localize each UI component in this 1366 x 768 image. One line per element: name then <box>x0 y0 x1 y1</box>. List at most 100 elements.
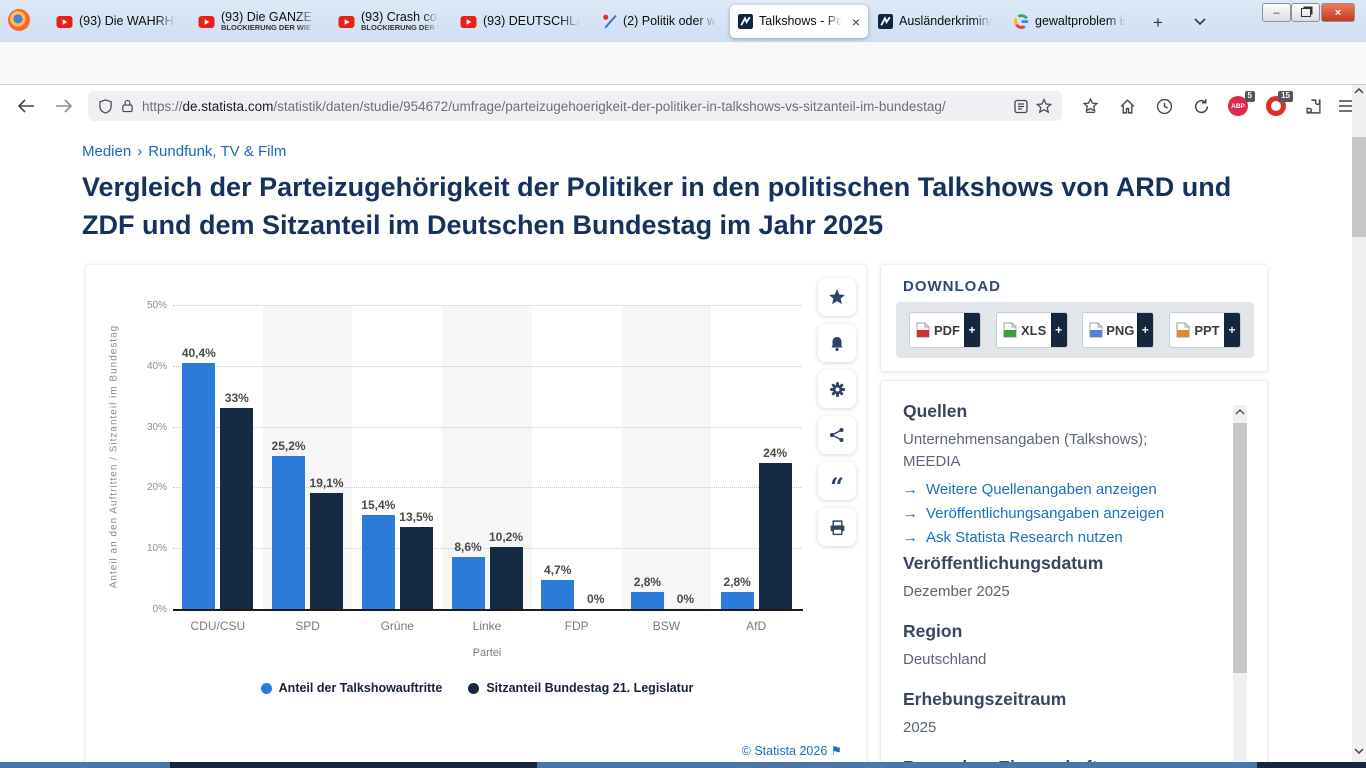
breadcrumb-rundfunk[interactable]: Rundfunk, TV & Film <box>148 143 287 160</box>
y-tick-label: 30% <box>146 421 167 433</box>
tab-1[interactable]: (93) Die WAHRHE <box>48 5 186 38</box>
adblock-icon[interactable]: 15 <box>1262 91 1293 120</box>
reload-icon[interactable] <box>1187 92 1215 120</box>
gridline <box>173 426 801 428</box>
gridline <box>173 305 801 306</box>
download-plus-button[interactable]: + <box>964 313 980 347</box>
breadcrumb-medien[interactable]: Medien <box>82 143 132 160</box>
forward-button[interactable] <box>50 92 78 120</box>
x-axis-title: Partei <box>472 647 502 659</box>
settings-gear-button[interactable] <box>818 370 856 408</box>
download-ppt-button[interactable]: PPT + <box>1168 312 1241 348</box>
details-scrollbar-thumb[interactable] <box>1233 423 1247 673</box>
tab-6[interactable]: Talkshows - Po × <box>730 5 868 38</box>
url-bar[interactable]: https://de.statista.com/statistik/daten/… <box>88 91 1062 121</box>
youtube-favicon-icon <box>338 15 355 28</box>
arrow-right-icon: → <box>903 529 918 546</box>
details-link-label: Weitere Quellenangaben anzeigen <box>926 481 1157 498</box>
details-link-2[interactable]: → Veröffentlichungsangaben anzeigen <box>903 505 1208 522</box>
tab-close-button[interactable]: × <box>851 13 860 30</box>
details-link-3[interactable]: → Ask Statista Research nutzen <box>903 529 1208 546</box>
abp-badge: 5 <box>1244 91 1255 102</box>
favorite-star-button[interactable] <box>818 278 856 316</box>
tab-title: (93) Crash compil <box>361 10 440 24</box>
page-scrollbar[interactable] <box>1352 85 1366 768</box>
tab-title-wrap: (93) Crash compilBLOCKIERUNG DER WIE <box>361 11 440 33</box>
restore-button[interactable] <box>1291 3 1320 22</box>
bar-BSW-series1 <box>630 591 664 609</box>
library-star-icon[interactable] <box>1076 92 1104 120</box>
tab-5[interactable]: (2) Politik oder wa <box>594 5 726 38</box>
quote-icon: “ <box>830 472 844 502</box>
tab-2[interactable]: (93) Die GANZE W BLOCKIERUNG DER WIE <box>190 5 326 38</box>
download-plus-button[interactable]: + <box>1223 313 1240 347</box>
page-scrollbar-thumb[interactable] <box>1352 137 1366 237</box>
chevron-down-icon <box>1194 18 1206 26</box>
bar-CDU/CSU-series1 <box>182 363 216 609</box>
politik-favicon-icon <box>602 14 617 29</box>
download-xls-button[interactable]: XLS + <box>995 312 1068 348</box>
firefox-icon[interactable] <box>8 9 30 31</box>
bar-value-label: 2,8% <box>633 574 662 589</box>
adblock-badge: 15 <box>1278 91 1293 102</box>
x-category-label: Grüne <box>380 619 414 633</box>
url-text[interactable]: https://de.statista.com/statistik/daten/… <box>142 99 1006 114</box>
reader-view-icon[interactable] <box>1014 99 1028 114</box>
bookmark-star-icon[interactable] <box>1036 98 1052 114</box>
legend-label: Anteil der Talkshowauftritte <box>278 681 443 695</box>
back-button[interactable] <box>12 92 40 120</box>
download-png-button[interactable]: PNG + <box>1082 312 1155 348</box>
download-format-label: PPT <box>1194 322 1220 338</box>
tab-4[interactable]: (93) DEUTSCHLAN <box>452 5 590 38</box>
y-tick-label: 20% <box>146 482 167 494</box>
download-plus-button[interactable]: + <box>1050 313 1067 347</box>
ppt-file-icon <box>1176 322 1190 338</box>
home-icon[interactable] <box>1113 92 1141 120</box>
bar-value-label: 4,7% <box>544 563 572 578</box>
tab-title-wrap: (2) Politik oder wa <box>623 15 718 29</box>
tab-7[interactable]: Ausländerkrimina <box>870 5 1002 38</box>
gridline <box>173 487 801 489</box>
bar-value-label: 13,5% <box>399 509 434 524</box>
tab-title-wrap: (93) Die GANZE W BLOCKIERUNG DER WIE <box>221 11 318 33</box>
adblock-logo: 15 <box>1266 91 1293 116</box>
history-clock-icon[interactable] <box>1150 92 1178 120</box>
new-tab-button[interactable]: + <box>1153 12 1163 32</box>
legend-dot <box>260 682 272 694</box>
lock-icon[interactable] <box>121 98 134 114</box>
tracking-shield-icon[interactable] <box>98 98 113 115</box>
details-scrollbar[interactable] <box>1233 405 1247 767</box>
bar-AfD-series1 <box>720 591 754 609</box>
x-axis-line <box>173 609 803 611</box>
tab-3[interactable]: (93) Crash compilBLOCKIERUNG DER WIE <box>330 5 448 38</box>
tab-title-wrap: gewaltproblem ist <box>1035 15 1128 29</box>
share-button[interactable] <box>818 416 856 454</box>
print-button[interactable] <box>818 508 856 546</box>
bar-value-label: 19,1% <box>309 475 344 490</box>
tab-8[interactable]: gewaltproblem ist <box>1006 5 1136 38</box>
flag-icon: ⚑ <box>830 744 842 758</box>
citation-quote-button[interactable]: “ <box>818 462 856 500</box>
details-link-1[interactable]: → Weitere Quellenangaben anzeigen <box>903 481 1208 498</box>
download-format-label: XLS <box>1021 322 1047 338</box>
menu-hamburger-icon[interactable] <box>1332 92 1360 120</box>
url-path: /statistik/daten/studie/954672/umfrage/p… <box>273 98 946 114</box>
minimize-button[interactable]: – <box>1262 3 1291 22</box>
details-link-label: Veröffentlichungsangaben anzeigen <box>926 505 1165 522</box>
statista-copyright-link[interactable]: © Statista 2026 ⚑ <box>741 744 842 758</box>
alert-bell-button[interactable] <box>818 324 856 362</box>
extensions-puzzle-icon[interactable] <box>1299 92 1327 120</box>
xls-file-icon <box>1003 322 1017 338</box>
section-heading: Region <box>903 621 963 641</box>
tab-title: (93) Die GANZE W <box>221 10 318 24</box>
download-plus-button[interactable]: + <box>1137 313 1154 347</box>
close-window-button[interactable]: × <box>1321 3 1355 22</box>
download-heading: DOWNLOAD <box>903 278 1001 295</box>
section-heading: Erhebungszeitraum <box>903 689 1067 709</box>
download-pdf-button[interactable]: PDF + <box>909 312 981 348</box>
tab-overflow-button[interactable] <box>1188 10 1212 34</box>
adblock-plus-icon[interactable]: ABP 5 <box>1224 91 1255 120</box>
footer-edge <box>0 762 1366 768</box>
x-category-label: BSW <box>652 619 681 633</box>
y-tick-label: 10% <box>146 543 167 555</box>
